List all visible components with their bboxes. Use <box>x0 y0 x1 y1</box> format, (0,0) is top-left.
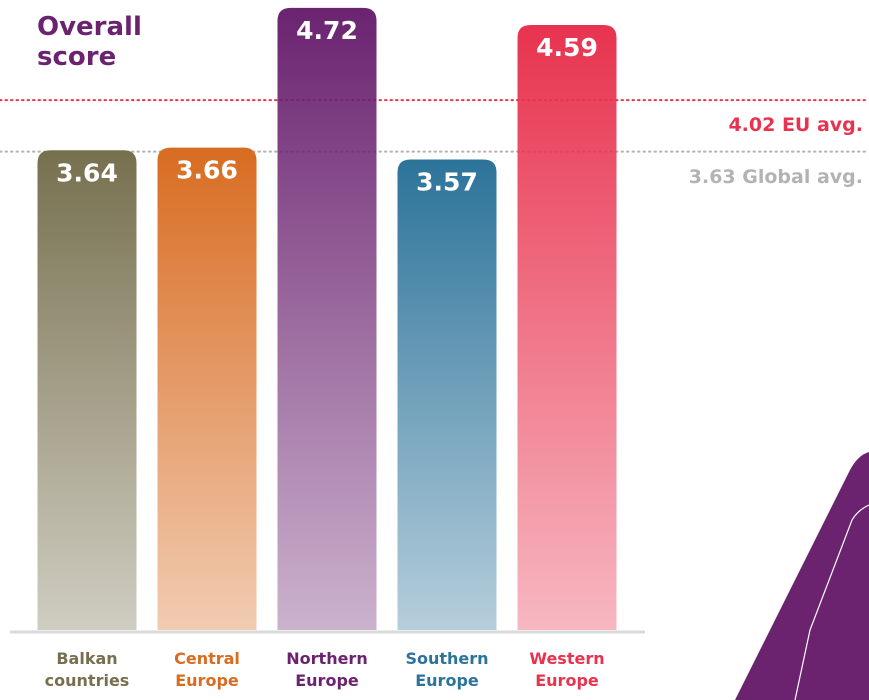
value-label: 4.59 <box>536 33 598 62</box>
reference-label: 4.02 EU avg. <box>728 114 863 136</box>
value-label: 3.57 <box>416 167 478 196</box>
chart: 3.64 3.66 4.72 3.57 4.59 Overall score 4.02 … <box>0 0 869 700</box>
x-tick-label: Central Europe <box>152 648 262 692</box>
chart-title: Overall score <box>37 12 197 72</box>
decoration <box>735 452 869 700</box>
value-label: 4.72 <box>296 16 358 45</box>
bar <box>398 159 497 630</box>
chart-canvas: 3.64 3.66 4.72 3.57 4.59 <box>0 0 869 700</box>
bar <box>518 25 617 630</box>
value-label: 3.66 <box>176 156 238 185</box>
x-tick-label: Northern Europe <box>272 648 382 692</box>
reference-label: 3.63 Global avg. <box>689 166 863 188</box>
value-label: 3.64 <box>56 158 118 187</box>
x-tick-label: Balkan countries <box>32 648 142 692</box>
x-tick-label: Southern Europe <box>392 648 502 692</box>
x-tick-label: Western Europe <box>512 648 622 692</box>
bar <box>38 150 137 630</box>
bar <box>158 148 257 630</box>
bar <box>278 8 377 630</box>
